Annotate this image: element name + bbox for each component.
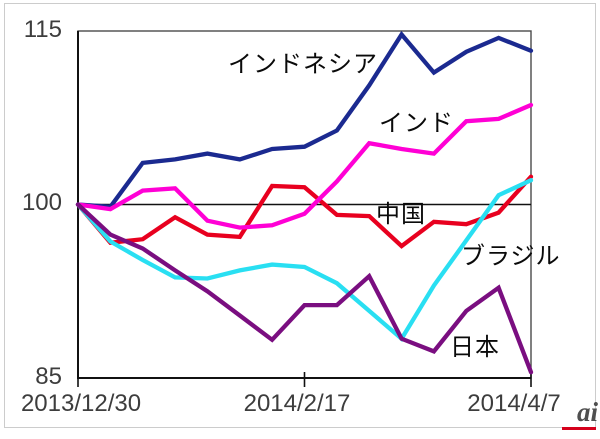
series-line-1 — [75, 174, 534, 249]
series-label-india: インド — [379, 110, 454, 137]
y-tick-label-100: 100 — [21, 189, 62, 216]
series-label-brazil: ブラジル — [461, 243, 561, 270]
series-line-2 — [75, 102, 534, 230]
x-tick-label-mid-date: 2014/2/17 — [243, 390, 351, 417]
watermark-logo-text: ai — [576, 397, 598, 427]
y-tick-label-85: 85 — [35, 363, 62, 390]
series-line-3 — [75, 178, 534, 342]
series-label-china: 中国 — [376, 201, 426, 228]
series-label-indonesia: インドネシア — [228, 51, 378, 78]
x-tick-label-start-date: 2013/12/30 — [20, 390, 142, 417]
y-tick-label-115: 115 — [23, 16, 62, 43]
series-label-japan: 日本 — [450, 334, 500, 361]
x-tick-label-end-date: 2014/4/7 — [467, 390, 561, 417]
series-line-0 — [75, 30, 534, 210]
series-line-4 — [75, 202, 534, 375]
watermark-logo: ai — [556, 399, 598, 430]
watermark-logo-accent — [562, 427, 596, 430]
